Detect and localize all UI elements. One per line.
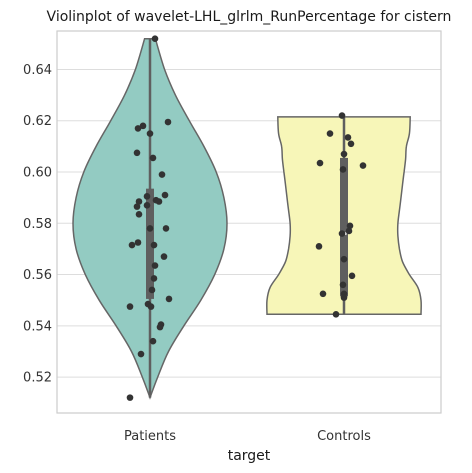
data-point bbox=[340, 294, 348, 301]
data-point bbox=[158, 171, 166, 178]
data-point bbox=[128, 241, 136, 249]
x-axis-ticks: Patients Controls bbox=[124, 429, 371, 444]
data-point bbox=[359, 162, 367, 169]
data-point bbox=[135, 198, 143, 205]
data-point bbox=[149, 337, 157, 345]
data-point bbox=[146, 225, 154, 232]
data-point bbox=[134, 239, 142, 246]
data-point bbox=[162, 225, 170, 232]
x-tick-label: Patients bbox=[124, 429, 176, 444]
y-axis-ticks: 0.52 0.54 0.56 0.58 0.60 0.62 0.64 bbox=[23, 63, 52, 386]
strip-points bbox=[126, 35, 367, 401]
x-axis-label: target bbox=[228, 448, 271, 464]
data-point bbox=[150, 241, 158, 249]
data-point bbox=[338, 112, 346, 119]
data-point bbox=[348, 272, 356, 280]
data-point bbox=[316, 159, 324, 167]
data-point bbox=[340, 150, 348, 158]
data-point bbox=[326, 130, 334, 137]
data-point bbox=[143, 202, 151, 209]
data-point bbox=[315, 243, 323, 250]
data-point bbox=[338, 230, 346, 237]
y-tick-label: 0.54 bbox=[23, 319, 52, 334]
data-point bbox=[161, 191, 169, 199]
data-point bbox=[147, 303, 155, 310]
data-point bbox=[160, 253, 168, 260]
data-point bbox=[148, 286, 156, 294]
y-tick-label: 0.64 bbox=[23, 63, 52, 78]
data-point bbox=[134, 125, 142, 132]
data-point bbox=[137, 350, 145, 358]
data-point bbox=[155, 198, 163, 205]
violin-bodies bbox=[72, 37, 422, 400]
iqr-box-patients bbox=[146, 188, 154, 299]
data-point bbox=[339, 166, 347, 173]
plot-frame bbox=[56, 30, 442, 414]
iqr-box-controls bbox=[340, 157, 348, 297]
data-point bbox=[164, 118, 172, 126]
data-point bbox=[133, 203, 141, 210]
data-point bbox=[149, 154, 157, 162]
data-point bbox=[340, 255, 348, 263]
data-point bbox=[344, 134, 352, 141]
data-point bbox=[339, 281, 347, 289]
data-point bbox=[126, 303, 134, 310]
data-point bbox=[347, 140, 355, 148]
data-point bbox=[139, 122, 147, 130]
data-point bbox=[133, 149, 141, 157]
y-tick-label: 0.60 bbox=[23, 166, 52, 181]
data-point bbox=[151, 262, 159, 269]
data-point bbox=[332, 310, 340, 318]
data-point bbox=[150, 275, 158, 282]
chart-title: Violinplot of wavelet-LHL_glrlm_RunPerce… bbox=[47, 9, 452, 25]
data-point bbox=[156, 323, 164, 331]
x-tick-label: Controls bbox=[317, 429, 371, 444]
data-point bbox=[151, 35, 159, 42]
data-point bbox=[126, 394, 134, 401]
data-point bbox=[345, 227, 353, 235]
data-point bbox=[319, 290, 327, 298]
y-tick-label: 0.58 bbox=[23, 217, 52, 232]
data-point bbox=[346, 222, 354, 230]
data-point bbox=[143, 193, 151, 200]
data-point bbox=[146, 130, 154, 137]
y-tick-label: 0.52 bbox=[23, 371, 52, 386]
y-tick-label: 0.62 bbox=[23, 114, 52, 129]
y-tick-label: 0.56 bbox=[23, 268, 52, 283]
data-point bbox=[165, 295, 173, 303]
data-point bbox=[135, 211, 143, 218]
